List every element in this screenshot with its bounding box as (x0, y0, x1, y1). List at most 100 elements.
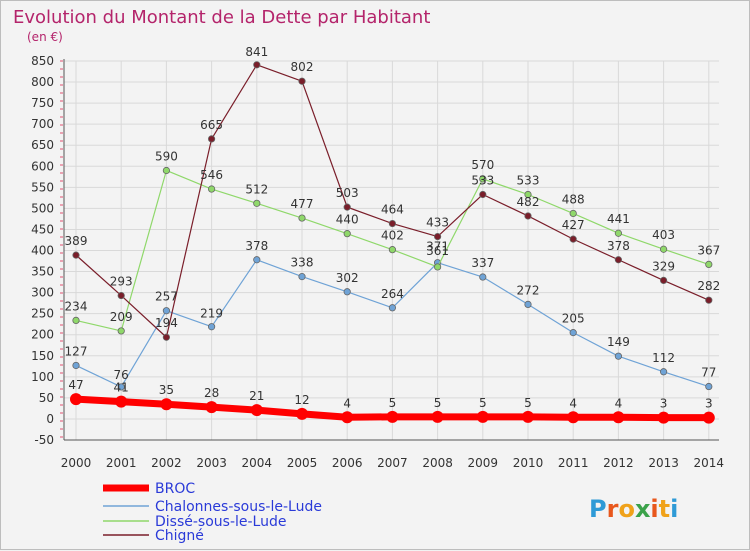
chart-title: Evolution du Montant de la Dette par Hab… (13, 7, 430, 28)
data-point (657, 411, 670, 424)
data-point (569, 209, 577, 218)
data-point (569, 329, 577, 337)
data-point (386, 410, 399, 423)
logo-letter: i (650, 495, 658, 523)
y-tick-label: 750 (31, 96, 54, 110)
data-label: 503 (336, 186, 359, 200)
data-label: 77 (701, 366, 716, 380)
logo-letter: t (659, 495, 670, 523)
data-label: 35 (159, 383, 174, 397)
y-tick-label: 250 (31, 307, 54, 321)
series-chalonnes-sous-le-lude (72, 256, 713, 391)
data-label: 402 (381, 229, 404, 243)
data-point (705, 296, 713, 304)
data-point (388, 246, 396, 254)
data-label: 512 (245, 182, 268, 196)
data-point (614, 352, 623, 360)
y-tick-label: 650 (31, 138, 54, 152)
data-label: 47 (68, 378, 83, 392)
logo-letter: i (670, 495, 678, 523)
logo-letter: P (589, 495, 607, 523)
data-point (479, 273, 487, 281)
data-label: 149 (607, 335, 630, 349)
legend-label: Chalonnes-sous-le-Lude (155, 499, 322, 515)
data-label: 5 (434, 396, 442, 410)
data-point (524, 190, 532, 199)
data-point (115, 395, 128, 408)
data-point (70, 393, 82, 406)
x-tick-label: 2006 (332, 456, 363, 470)
y-tick-label: -50 (34, 433, 54, 447)
data-point (433, 263, 442, 271)
data-point (253, 61, 261, 69)
data-point (205, 401, 218, 414)
data-point (298, 273, 306, 281)
data-label: 441 (607, 212, 630, 226)
data-point (160, 398, 173, 411)
proxiti-logo: Proxiti (589, 495, 678, 523)
legend-label: BROC (155, 481, 195, 497)
data-point (162, 333, 170, 341)
data-point (612, 411, 625, 424)
data-point (524, 212, 532, 220)
y-tick-label: 200 (31, 328, 54, 342)
logo-letter: o (618, 495, 635, 523)
data-point (208, 185, 216, 193)
data-label: 12 (294, 393, 309, 407)
data-label: 403 (652, 228, 675, 242)
data-label: 5 (524, 396, 532, 410)
data-point (479, 190, 487, 199)
data-point (479, 175, 487, 183)
data-label: 378 (607, 239, 630, 253)
data-label: 4 (615, 396, 623, 410)
data-label: 3 (705, 397, 713, 411)
data-point (296, 407, 308, 420)
legend-label: Dissé-sous-le-Lude (155, 514, 286, 530)
series-diss-sous-le-lude (72, 166, 713, 335)
x-tick-label: 2013 (648, 456, 679, 470)
data-point (567, 411, 580, 424)
data-label: 546 (200, 168, 223, 182)
y-tick-label: 550 (31, 180, 54, 194)
x-tick-label: 2004 (242, 456, 273, 470)
data-point (659, 245, 668, 253)
data-point (705, 382, 713, 391)
data-point (253, 199, 261, 207)
x-tick-label: 2008 (422, 456, 453, 470)
data-label: 3 (660, 397, 668, 411)
data-label: 76 (114, 368, 129, 382)
data-label: 234 (65, 299, 88, 313)
data-label: 272 (517, 283, 540, 297)
data-label: 337 (471, 256, 494, 270)
data-label: 329 (652, 259, 675, 273)
data-label: 127 (65, 344, 88, 358)
data-point (72, 316, 80, 325)
legend: BROC Chalonnes-sous-le-LudeDissé-sous-le-… (103, 481, 322, 544)
series-broc (70, 393, 715, 424)
y-tick-label: 350 (31, 265, 54, 279)
data-point (433, 233, 442, 241)
data-point (341, 411, 354, 424)
data-point (659, 368, 668, 376)
data-label: 570 (471, 158, 494, 172)
x-tick-label: 2000 (61, 456, 92, 470)
data-label: 209 (110, 310, 133, 324)
data-point (659, 276, 668, 284)
grid (64, 60, 719, 441)
data-point (388, 219, 396, 228)
data-point (524, 300, 532, 309)
data-label: 302 (336, 271, 359, 285)
x-tick-label: 2012 (603, 456, 634, 470)
y-tick-label: 100 (31, 370, 54, 384)
data-point (343, 230, 351, 238)
data-label: 371 (426, 240, 449, 254)
data-label: 112 (652, 351, 675, 365)
data-label: 389 (65, 234, 88, 248)
axes: -50 0 50 100 150 200 250 300 350 400 450 500 550 600 6… (31, 54, 724, 470)
data-label: 590 (155, 149, 178, 163)
data-point (72, 251, 80, 259)
data-label: 427 (562, 218, 585, 232)
series-chign- (72, 61, 713, 341)
